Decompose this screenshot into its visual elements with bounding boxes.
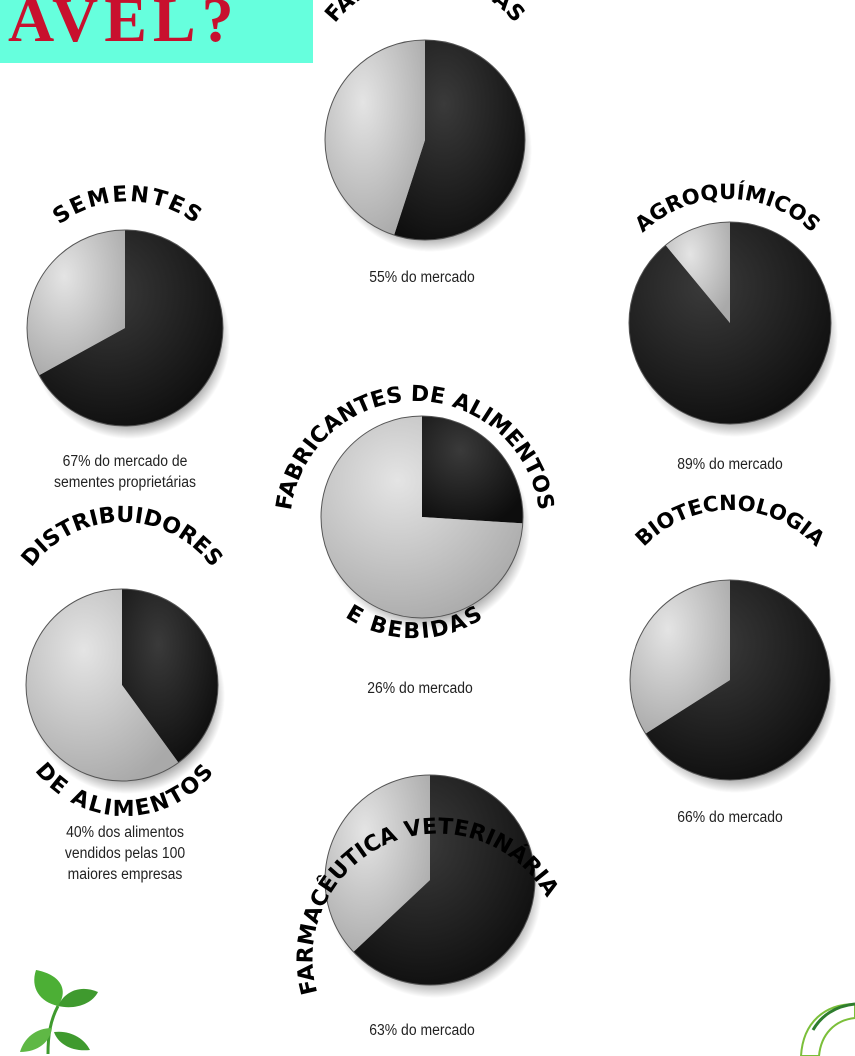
caption-sementes-line-2: sementes proprietárias xyxy=(54,473,196,491)
label-farmaceuticas: FARMACÊUTICAS xyxy=(321,0,530,27)
caption-farmaceuticas-text: 55% do mercado xyxy=(369,269,475,286)
pie-rim xyxy=(629,579,831,781)
pie-slice-market-share xyxy=(629,222,832,425)
pie-slice-rest xyxy=(26,589,179,782)
pie-slice-market-share xyxy=(645,579,831,780)
pie-slice-market-share xyxy=(394,40,525,240)
caption-distribuidores-line-1: 40% dos alimentos xyxy=(66,824,184,841)
caption-farmaceuticas: 55% do mercado xyxy=(332,268,512,289)
pie-slice-rest xyxy=(665,222,730,323)
pie-slice-market-share xyxy=(122,589,219,763)
pie-rim xyxy=(324,774,536,986)
swoosh-icon xyxy=(799,1002,855,1056)
caption-fabricantes: 26% do mercado xyxy=(330,679,510,700)
pie-rim xyxy=(628,221,832,425)
pie-slice-market-share xyxy=(39,230,223,426)
caption-agroquimicos: 89% do mercado xyxy=(631,455,829,476)
pie-slice-market-share xyxy=(353,775,535,985)
pie-slice-market-share xyxy=(422,416,523,524)
label-sementes: SEMENTES xyxy=(49,182,208,230)
caption-sementes-line-1: 67% do mercado de xyxy=(62,453,188,470)
caption-distribuidores-line-2: vendidos pelas 100 xyxy=(64,844,186,862)
caption-biotecnologia: 66% do mercado xyxy=(631,808,829,829)
caption-veterinaria: 63% do mercado xyxy=(332,1021,512,1042)
pie-slice-rest xyxy=(630,580,730,734)
pie-veterinaria xyxy=(324,774,542,998)
pie-slice-rest xyxy=(324,775,430,952)
pie-fabricantes xyxy=(320,415,530,631)
title-banner: AVEL? xyxy=(0,0,313,63)
pie-rim xyxy=(26,229,224,427)
caption-veterinaria-text: 63% do mercado xyxy=(369,1022,475,1039)
caption-distribuidores-line-3: maiores empresas xyxy=(67,865,183,883)
pie-slice-rest xyxy=(320,416,523,618)
caption-sementes: 67% do mercado de sementes proprietárias xyxy=(22,452,229,494)
caption-fabricantes-text: 26% do mercado xyxy=(367,680,473,697)
caption-distribuidores: 40% dos alimentos vendidos pelas 100 mai… xyxy=(22,823,229,886)
pie-rim xyxy=(324,39,526,241)
caption-agroquimicos-text: 89% do mercado xyxy=(677,456,783,473)
pie-biotecnologia xyxy=(629,579,837,793)
pie-rim xyxy=(320,415,524,619)
pie-slice-rest xyxy=(324,40,425,236)
caption-biotecnologia-text: 66% do mercado xyxy=(677,809,783,826)
pie-sementes xyxy=(26,229,230,439)
leaf-icon xyxy=(20,970,98,1055)
label-biotecnologia: BIOTECNOLOGIA xyxy=(631,491,830,551)
pie-rim xyxy=(25,588,219,782)
label-distribuidores-top: DISTRIBUIDORES xyxy=(17,503,227,572)
pie-farmaceuticas xyxy=(324,39,532,252)
banner-text: AVEL? xyxy=(8,0,240,55)
pie-distribuidores xyxy=(25,588,225,794)
pie-agroquimicos xyxy=(628,221,838,437)
pie-slice-rest xyxy=(26,230,126,376)
